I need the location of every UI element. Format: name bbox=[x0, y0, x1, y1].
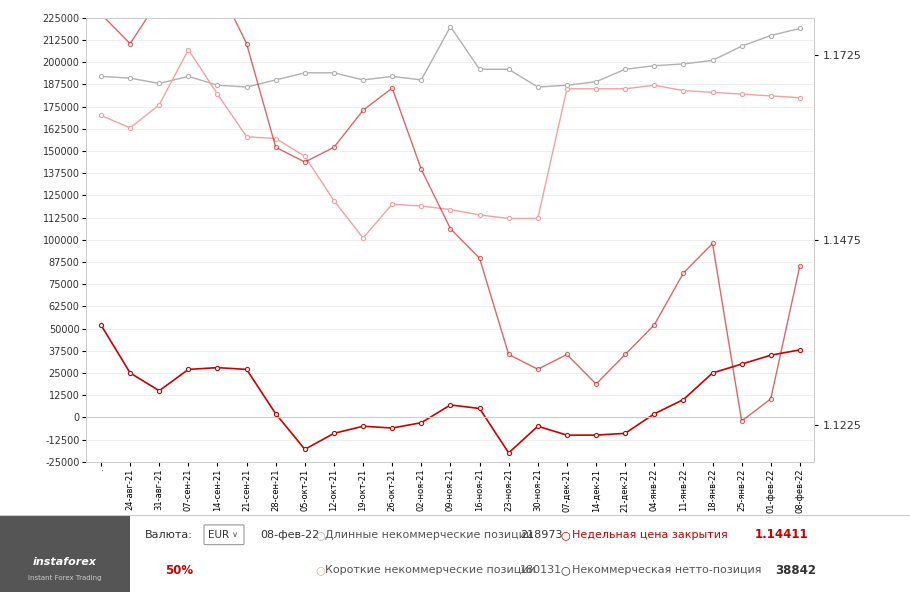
Text: Валюта:: Валюта: bbox=[145, 530, 193, 540]
Text: Длинные некоммерческие позиции: Длинные некоммерческие позиции bbox=[325, 530, 533, 540]
Text: Некоммерческая нетто-позиция: Некоммерческая нетто-позиция bbox=[572, 565, 762, 575]
Text: 1.14411: 1.14411 bbox=[755, 528, 809, 541]
Text: 50%: 50% bbox=[165, 564, 193, 577]
Text: 38842: 38842 bbox=[775, 564, 816, 577]
Text: ○: ○ bbox=[560, 530, 570, 540]
Text: EUR: EUR bbox=[208, 530, 229, 540]
Text: ○: ○ bbox=[560, 565, 570, 575]
Text: ○: ○ bbox=[315, 565, 325, 575]
FancyBboxPatch shape bbox=[204, 525, 244, 545]
Text: ∨: ∨ bbox=[232, 530, 238, 539]
Text: 08-фев-22: 08-фев-22 bbox=[260, 530, 319, 540]
Text: Недельная цена закрытия: Недельная цена закрытия bbox=[572, 530, 728, 540]
FancyBboxPatch shape bbox=[0, 515, 130, 592]
Text: 180131: 180131 bbox=[520, 565, 562, 575]
Text: ○: ○ bbox=[315, 530, 325, 540]
Text: instaforex: instaforex bbox=[33, 558, 97, 567]
Text: Короткие некоммерческие позиции: Короткие некоммерческие позиции bbox=[325, 565, 536, 575]
Text: 218973: 218973 bbox=[520, 530, 562, 540]
Text: Instant Forex Trading: Instant Forex Trading bbox=[28, 575, 102, 581]
